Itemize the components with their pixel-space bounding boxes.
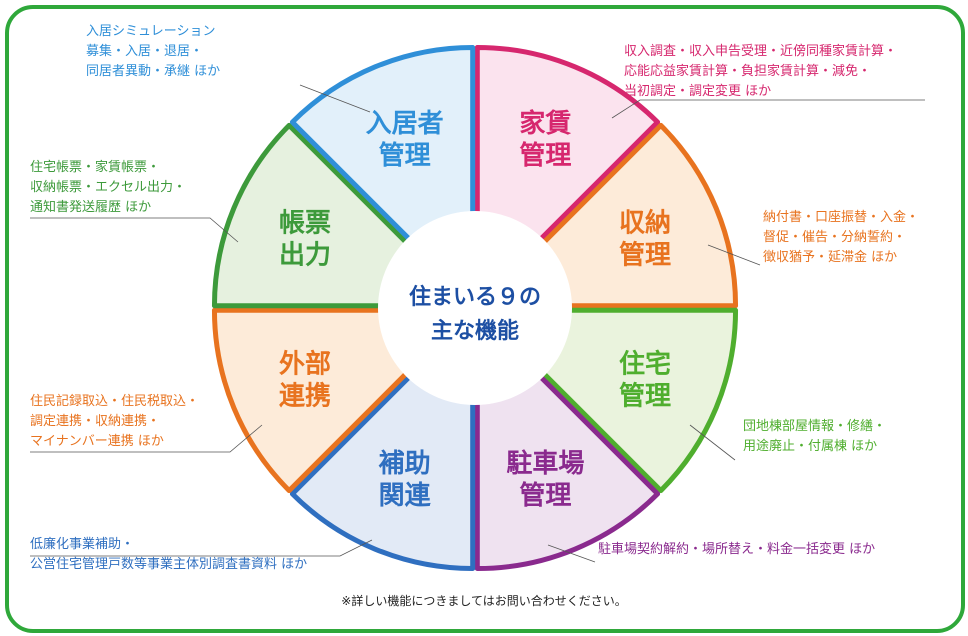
description-yachin-line: 収入調査・収入申告受理・近傍同種家賃計算・ — [624, 44, 898, 59]
segment-title-jutaku-line1: 住宅 — [619, 348, 671, 379]
description-yachin-line: 当初調定・調定変更 ほか — [624, 84, 772, 99]
description-chusha-line: 駐車場契約解約・場所替え・料金一括変更 ほか — [598, 542, 876, 557]
leader-line-gaibu — [30, 424, 263, 453]
description-jutaku-line: 団地棟部屋情報・修繕・ — [743, 419, 887, 434]
center-title-line2: 主な機能 — [431, 318, 519, 344]
segment-title-hojo-line2: 関連 — [379, 481, 432, 511]
description-gaibu-line: 住民記録取込・住民税取込・ — [30, 394, 200, 409]
segment-title-hojo-line1: 補助 — [378, 449, 431, 479]
leader-line-kyoju — [299, 84, 371, 113]
segment-title-kyoju-line2: 管理 — [379, 141, 431, 171]
description-kyoju-line: 募集・入居・退居・ — [86, 44, 204, 59]
description-kyoju-line: 入居シミュレーション — [86, 24, 216, 39]
description-yachin: 収入調査・収入申告受理・近傍同種家賃計算・ 応能応益家賃計算・負担家賃計算・減免・… — [624, 42, 897, 102]
segment-title-kyoju-line1: 入居者 — [366, 109, 444, 139]
footnote: ※詳しい機能につきましてはお問い合わせください。 — [341, 594, 627, 608]
segment-title-yachin-line2: 管理 — [519, 141, 571, 171]
leader-line-yachin — [611, 99, 925, 119]
segment-title-chusha-line2: 管理 — [519, 481, 571, 511]
leader-line-chohyo — [30, 217, 239, 243]
leader-line-shuno — [707, 244, 761, 266]
description-gaibu-line: 調定連携・収納連携・ — [30, 414, 161, 429]
description-chohyo-line: 住宅帳票・家賃帳票・ — [30, 160, 161, 175]
description-jutaku-line: 用途廃止・付属棟 ほか — [743, 439, 878, 454]
description-gaibu-line: マイナンバー連携 ほか — [30, 434, 164, 449]
description-chohyo: 住宅帳票・家賃帳票・収納帳票・エクセル出力・ 通知書発送履歴 ほか — [30, 158, 186, 218]
description-kyoju-line: 同居者異動・承継 ほか — [86, 64, 221, 79]
center-circle — [378, 211, 572, 405]
description-shuno-line: 督促・催告・分納誓約・ — [763, 230, 907, 245]
leader-line-jutaku — [689, 424, 736, 461]
description-hojo-line: 低廉化事業補助・ — [30, 537, 135, 552]
segment-title-chusha-line1: 駐車場 — [506, 449, 584, 479]
leader-line-chusha — [547, 544, 596, 563]
description-yachin-line: 応能応益家賃計算・負担家賃計算・減免・ — [624, 64, 872, 79]
description-chusha: 駐車場契約解約・場所替え・料金一括変更 ほか — [598, 540, 875, 560]
center-title-line1: 住まいる９の — [409, 284, 541, 310]
segment-title-yachin-line1: 家賃 — [519, 108, 571, 139]
description-hojo-line: 公営住宅管理戸数等事業主体別調査書資料 ほか — [30, 557, 308, 572]
segment-title-chohyo-line1: 帳票 — [279, 209, 331, 239]
segment-title-shuno-line2: 管理 — [619, 241, 671, 271]
segment-title-chohyo-line2: 出力 — [279, 241, 331, 271]
description-shuno: 納付書・口座振替・入金・ 督促・催告・分納誓約・ 徴収猶予・延滞金 ほか — [763, 208, 919, 268]
description-hojo: 低廉化事業補助・公営住宅管理戸数等事業主体別調査書資料 ほか — [30, 535, 307, 575]
description-shuno-line: 納付書・口座振替・入金・ — [763, 210, 920, 225]
segment-title-shuno-line1: 収納 — [619, 208, 671, 239]
description-chohyo-line: 収納帳票・エクセル出力・ — [30, 180, 187, 195]
description-chohyo-line: 通知書発送履歴 ほか — [30, 200, 152, 215]
leader-line-hojo — [30, 539, 373, 557]
description-kyoju: 入居シミュレーション 募集・入居・退居・同居者異動・承継 ほか — [86, 22, 220, 82]
description-shuno-line: 徴収猶予・延滞金 ほか — [763, 250, 898, 265]
segment-title-jutaku-line2: 管理 — [619, 381, 671, 411]
segment-title-gaibu-line2: 連携 — [279, 380, 331, 411]
description-jutaku: 団地棟部屋情報・修繕・ 用途廃止・付属棟 ほか — [743, 417, 886, 457]
segment-title-gaibu-line1: 外部 — [279, 349, 331, 379]
description-gaibu: 住民記録取込・住民税取込・ 調定連携・収納連携・ マイナンバー連携 ほか — [30, 392, 199, 452]
